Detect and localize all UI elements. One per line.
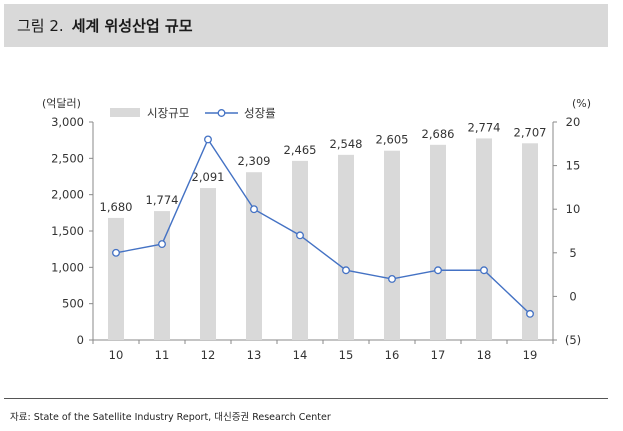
legend-bar-swatch [110, 108, 140, 117]
x-tick-label: 17 [431, 348, 446, 362]
bar-series: 1,680 1,774 2,091 2,309 2,465 2,548 2,605 2,686… [100, 120, 547, 340]
growth-rate-point [526, 309, 534, 318]
growth-rate-point [204, 135, 212, 144]
source-divider [4, 398, 608, 399]
bar-value-label: 2,309 [238, 154, 271, 168]
line-series [112, 135, 534, 318]
right-tick-label: (5) [565, 333, 581, 347]
x-tick-label: 16 [385, 348, 400, 362]
bar-value-label: 2,465 [284, 143, 317, 157]
bar-value-label: 2,707 [514, 125, 547, 139]
growth-rate-line [115, 137, 531, 315]
right-tick-label: 15 [566, 159, 581, 173]
legend: 시장규모 성장률 [110, 106, 276, 120]
left-tick-label: 3,000 [51, 115, 84, 129]
bar-value-label: 1,774 [146, 193, 179, 207]
bar [200, 188, 216, 340]
bar [108, 217, 124, 340]
x-tick-label: 13 [247, 348, 262, 362]
bar-value-label: 1,680 [100, 200, 133, 214]
growth-rate-point [158, 240, 166, 249]
bar [338, 154, 354, 340]
growth-rate-point [296, 231, 304, 240]
growth-rate-point [342, 266, 350, 275]
figure-label: 그림 2. [17, 17, 64, 35]
x-tick-label: 10 [109, 348, 124, 362]
x-tick-label: 15 [339, 348, 354, 362]
legend-line-label: 성장률 [244, 106, 276, 120]
bar [292, 160, 308, 340]
bar-value-label: 2,091 [192, 170, 225, 184]
bar-value-label: 2,774 [468, 120, 501, 134]
axis-labels: 0 500 1,000 1,500 2,000 2,500 3,000 (5) 0 5 10 15 20… [51, 115, 581, 362]
bar [522, 143, 538, 340]
right-tick-label: 10 [566, 202, 581, 216]
left-tick-label: 500 [62, 297, 84, 311]
bar-value-label: 2,548 [330, 137, 363, 151]
bar [384, 150, 400, 340]
left-tick-label: 0 [77, 333, 84, 347]
bar [476, 138, 492, 340]
left-tick-label: 1,500 [51, 224, 84, 238]
chart: (억달러) (%) 1,680 1,774 2,091 2,309 2,465 2,548… [42, 97, 591, 362]
left-tick-label: 2,500 [51, 151, 84, 165]
right-tick-label: 20 [566, 115, 581, 129]
bar-value-label: 2,605 [376, 133, 409, 147]
right-axis-unit: (%) [572, 97, 591, 110]
legend-bar-label: 시장규모 [147, 106, 189, 120]
right-tick-label: 0 [569, 289, 576, 303]
bar [246, 172, 262, 340]
bar-value-label: 2,686 [422, 127, 455, 141]
growth-rate-point [388, 275, 396, 283]
growth-rate-point [480, 266, 488, 275]
left-tick-label: 2,000 [51, 188, 84, 202]
x-tick-label: 12 [201, 348, 216, 362]
figure-title: 세계 위성산업 규모 [71, 17, 193, 35]
legend-line-marker [217, 109, 226, 117]
bar [430, 144, 446, 340]
x-tick-label: 18 [477, 348, 492, 362]
growth-rate-point [434, 266, 442, 275]
right-tick-label: 5 [569, 246, 576, 260]
left-tick-label: 1,000 [51, 260, 84, 274]
bar [154, 211, 170, 340]
growth-rate-point [112, 248, 120, 257]
x-tick-label: 11 [155, 348, 170, 362]
figure-title-bar: 그림 2. 세계 위성산업 규모 [4, 4, 608, 47]
source-note: 자료: State of the Satellite Industry Repo… [10, 412, 331, 423]
growth-rate-point [250, 205, 258, 214]
x-tick-label: 19 [523, 348, 538, 362]
x-tick-label: 14 [293, 348, 308, 362]
left-axis-unit: (억달러) [42, 97, 81, 110]
